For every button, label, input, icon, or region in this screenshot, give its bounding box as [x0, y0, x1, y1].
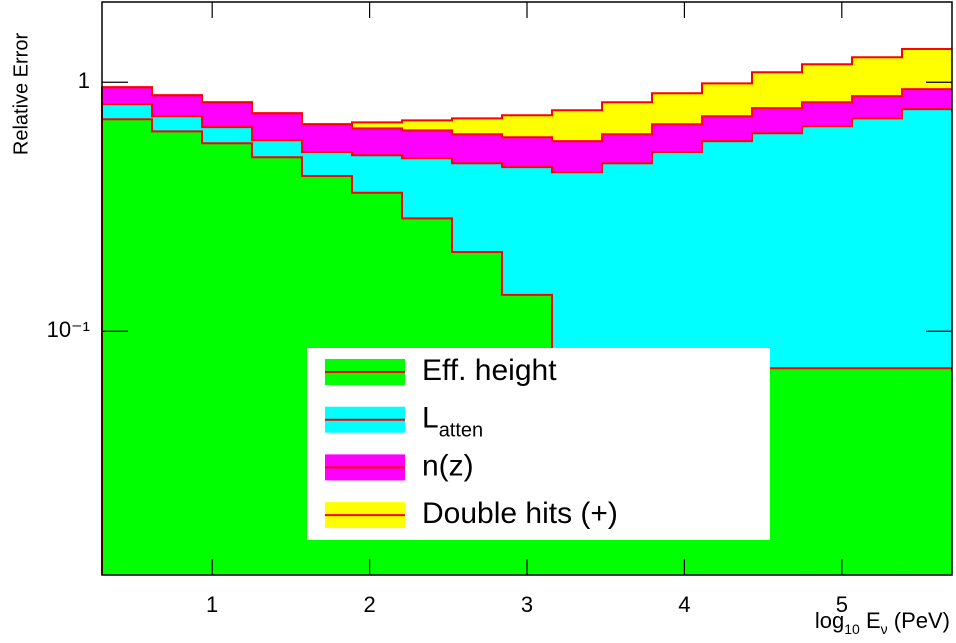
histogram-segment — [702, 141, 752, 369]
histogram-segment — [251, 157, 303, 575]
y-axis-label: Relative Error — [10, 33, 32, 156]
histogram-segment — [702, 116, 752, 142]
histogram-segment — [351, 128, 403, 156]
histogram-segment — [451, 134, 503, 164]
histogram-segment — [151, 131, 203, 575]
histogram-segment — [902, 89, 952, 110]
histogram-segment — [851, 368, 903, 575]
histogram-segment — [251, 140, 303, 158]
histogram-segment — [551, 172, 603, 369]
histogram-segment — [702, 83, 752, 117]
x-axis-label-part: ν — [881, 621, 888, 637]
legend-label: Eff. height — [422, 354, 557, 387]
histogram-segment — [502, 115, 552, 138]
histogram-segment — [202, 127, 252, 144]
histogram-segment — [202, 102, 252, 128]
histogram-segment — [602, 134, 652, 164]
legend-label: Double hits (+) — [422, 497, 618, 530]
histogram-segment — [602, 163, 652, 369]
histogram-segment — [751, 133, 803, 369]
legend-label: Latten — [422, 402, 483, 442]
histogram-segment — [402, 158, 452, 219]
histogram-segment — [402, 120, 452, 131]
x-axis-label-part: (PeV) — [888, 608, 950, 633]
histogram-segment — [202, 143, 252, 575]
histogram-segment — [851, 57, 903, 97]
histogram-segment — [802, 64, 852, 103]
y-tick-label: 1 — [78, 68, 90, 93]
step-outline — [101, 47, 952, 575]
histogram-segment — [902, 368, 952, 575]
x-axis-label-part: E — [860, 608, 881, 633]
histogram-segment — [551, 141, 603, 173]
x-tick-label: 1 — [206, 592, 218, 617]
y-tick-label: 10⁻¹ — [47, 317, 90, 342]
histogram-segment — [651, 93, 703, 125]
x-axis-label: log10 Eν (PeV) — [815, 608, 950, 637]
histogram-segment — [451, 163, 503, 253]
histogram-segment — [651, 124, 703, 153]
histogram-segment — [151, 95, 203, 117]
histogram-segment — [502, 167, 552, 295]
histogram-segment — [251, 113, 303, 141]
histogram-segment — [302, 124, 352, 153]
x-tick-label: 4 — [678, 592, 690, 617]
x-tick-label: 3 — [521, 592, 533, 617]
step-outline — [101, 103, 952, 575]
histogram-segment — [402, 130, 452, 159]
legend-label-text: Double hits (+) — [422, 497, 618, 530]
histogram-segment — [302, 152, 352, 177]
legend-label-text: Eff. height — [422, 354, 557, 387]
histogram-segment — [502, 137, 552, 168]
histogram-segment — [151, 116, 203, 132]
histogram-segment — [102, 104, 152, 120]
histogram-segment — [351, 122, 403, 129]
histogram-segment — [351, 155, 403, 193]
histogram-segment — [551, 110, 603, 142]
legend-label: n(z) — [422, 449, 474, 482]
histogram-segment — [802, 126, 852, 369]
histogram-segment — [102, 119, 152, 575]
histogram-segment — [451, 118, 503, 135]
histogram-segment — [102, 87, 152, 105]
histogram-segment — [751, 108, 803, 134]
legend-label-text: n(z) — [422, 449, 474, 482]
histogram-segment — [902, 48, 952, 90]
histogram-segment — [902, 109, 952, 369]
histogram-segment — [802, 102, 852, 127]
x-tick-label: 2 — [363, 592, 375, 617]
histogram-segment — [851, 118, 903, 369]
x-axis-label-part: 10 — [844, 621, 860, 637]
x-axis-label-part: log — [815, 608, 844, 633]
legend-label-text: L — [422, 402, 439, 435]
histogram-segment — [602, 102, 652, 135]
histogram-segment — [651, 152, 703, 369]
histogram-segment — [751, 72, 803, 109]
legend-label-subscript: atten — [439, 420, 483, 442]
x-tick-label: 5 — [836, 592, 848, 617]
histogram-segment — [802, 368, 852, 575]
histogram-segment — [851, 96, 903, 119]
